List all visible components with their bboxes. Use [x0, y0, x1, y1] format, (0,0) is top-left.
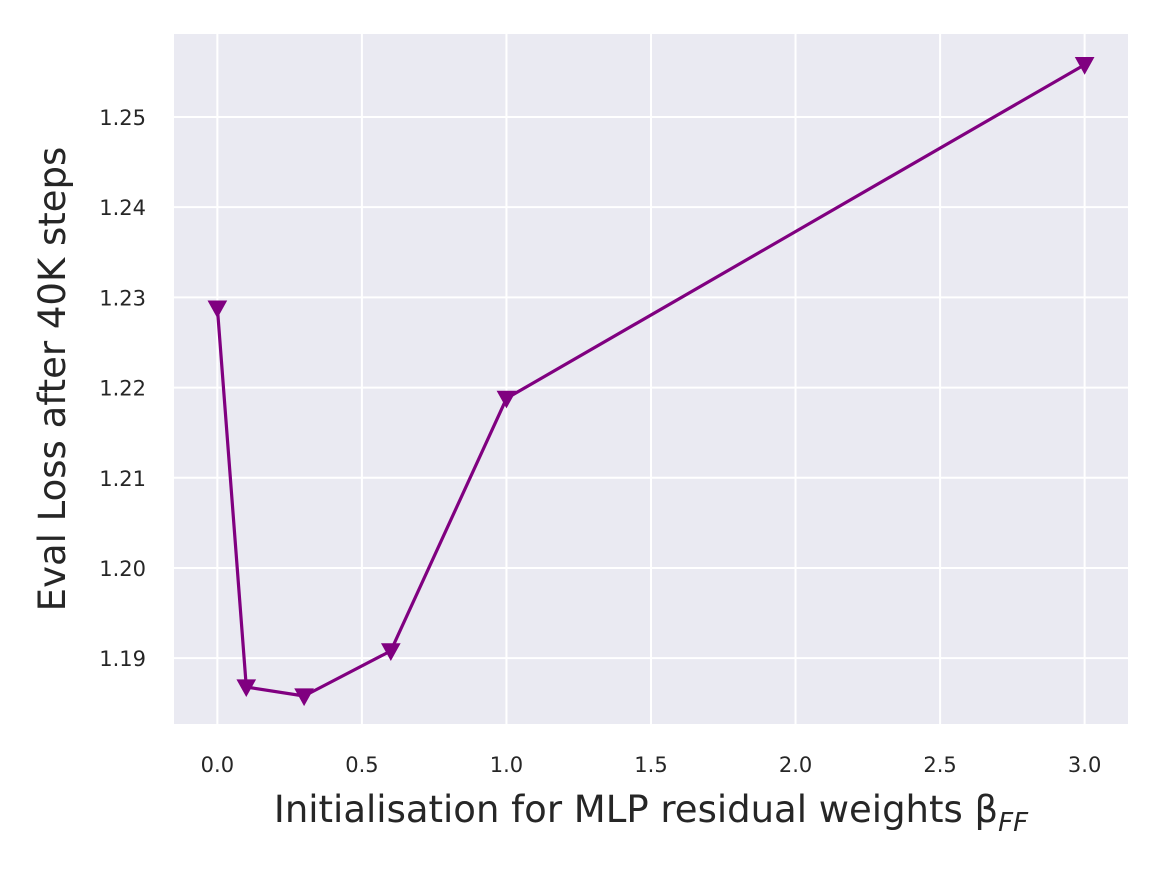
y-axis-label: Eval Loss after 40K steps: [31, 147, 74, 612]
x-tick-label: 2.5: [923, 753, 956, 777]
x-tick-label: 3.0: [1068, 753, 1101, 777]
x-tick-label: 0.0: [201, 753, 234, 777]
y-tick-label: 1.25: [99, 106, 146, 130]
data-point-marker: [236, 679, 257, 698]
y-tick-label: 1.20: [99, 557, 146, 581]
data-point-marker: [1074, 56, 1095, 75]
x-axis-label: Initialisation for MLP residual weights …: [274, 788, 1029, 838]
y-axis-ticks: 1.19 1.20 1.21 1.22 1.23 1.24 1.25: [99, 106, 146, 671]
y-tick-label: 1.21: [99, 467, 146, 491]
data-point-marker: [294, 688, 314, 707]
series-layer: [207, 56, 1095, 707]
data-point-marker: [207, 300, 228, 319]
x-axis-ticks: 0.0 0.5 1.0 1.5 2.0 2.5 3.0: [201, 753, 1102, 777]
x-tick-label: 1.5: [634, 753, 667, 777]
x-tick-label: 0.5: [345, 753, 378, 777]
y-tick-label: 1.22: [99, 377, 146, 401]
y-tick-label: 1.19: [99, 647, 146, 671]
data-point-marker: [380, 643, 401, 661]
data-point-marker: [496, 390, 517, 409]
y-tick-label: 1.23: [99, 286, 146, 310]
series-line: [215, 63, 1086, 698]
y-tick-label: 1.24: [99, 196, 146, 220]
x-tick-label: 2.0: [779, 753, 812, 777]
grid-lines: [174, 34, 1128, 724]
x-tick-label: 1.0: [490, 753, 523, 777]
